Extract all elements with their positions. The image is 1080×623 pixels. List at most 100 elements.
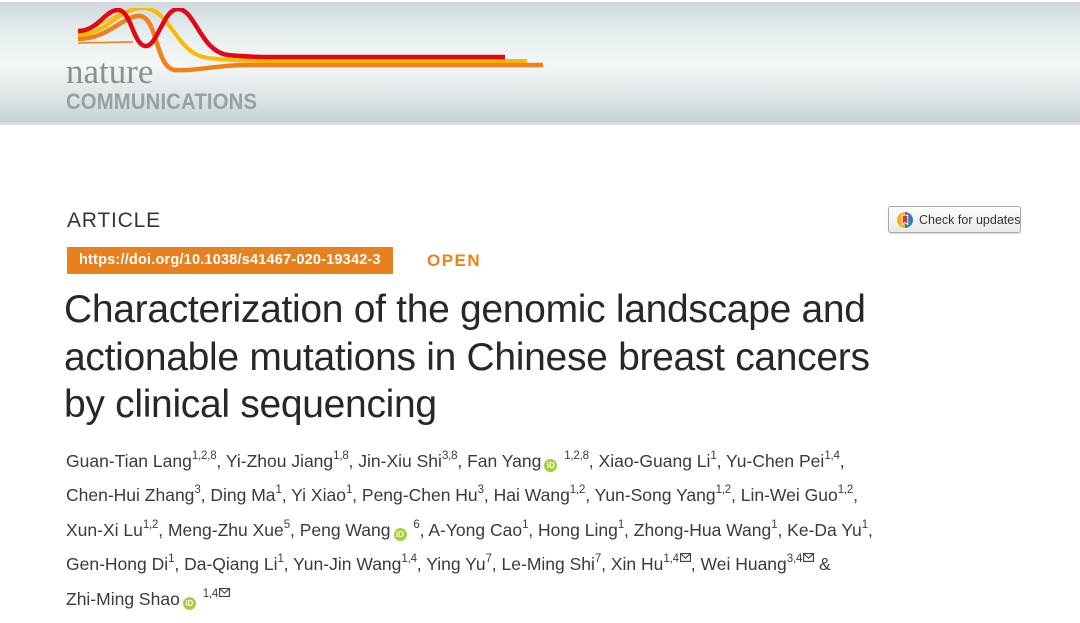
- author-name: Jin-Xiu Shi: [358, 450, 442, 471]
- author: Ying Yu7,: [426, 553, 502, 575]
- author-name: Fan Yang: [467, 450, 542, 471]
- author-affiliation-superscript: 1,2: [837, 484, 854, 497]
- author-affiliation-superscript: 1,4: [202, 587, 219, 600]
- orcid-icon[interactable]: iD: [182, 596, 196, 610]
- author-affiliation-superscript: 1: [710, 450, 717, 462]
- author-separator: ,: [491, 554, 502, 575]
- author-name: Yun-Jin Wang: [293, 554, 402, 575]
- check-for-updates-button[interactable]: Check for updates: [888, 206, 1021, 233]
- author-line: Zhi-Ming Shao iD 1,4: [66, 580, 981, 614]
- author-affiliation-superscript: 1,2,8: [564, 450, 589, 462]
- author-separator: ,: [216, 450, 226, 471]
- author-separator: ,: [174, 554, 185, 575]
- author-separator: ,: [716, 450, 727, 471]
- author-separator: ,: [281, 485, 292, 506]
- author: Hai Wang1,2,: [493, 484, 595, 506]
- author-affiliation-superscript: 1: [861, 518, 868, 531]
- author-separator: ,: [158, 519, 168, 540]
- check-for-updates-label: Check for updates: [919, 212, 1021, 227]
- article-title: Characterization of the genomic landscap…: [64, 286, 994, 429]
- author-name: Guan-Tian Lang: [66, 450, 192, 471]
- author-separator: &: [814, 554, 831, 575]
- author: Xun-Xi Lu1,2,: [66, 518, 168, 540]
- author-name: Peng-Chen Hu: [361, 485, 478, 506]
- author: A-Yong Cao1,: [428, 518, 538, 540]
- author-name: Xun-Xi Lu: [66, 519, 143, 540]
- author: Yi-Zhou Jiang1,8,: [226, 450, 358, 471]
- article-title-line-2: actionable mutations in Chinese breast c…: [64, 335, 870, 379]
- author-name: Zhong-Hua Wang: [633, 519, 772, 540]
- author-name: Yi Xiao: [291, 485, 346, 506]
- author: Chen-Hui Zhang3,: [66, 484, 210, 506]
- author-affiliation-superscript: 1: [277, 553, 284, 566]
- author-separator: ,: [690, 554, 701, 575]
- author-name: Da-Qiang Li: [184, 554, 278, 575]
- author: Peng Wang iD 6,: [300, 519, 429, 541]
- author-separator: ,: [777, 519, 788, 540]
- author-list: Guan-Tian Lang1,2,8, Yi-Zhou Jiang1,8, J…: [66, 442, 981, 614]
- author-separator: ,: [731, 485, 741, 506]
- author: Guan-Tian Lang1,2,8,: [66, 450, 226, 471]
- open-access-label: OPEN: [427, 251, 482, 270]
- author-affiliation-superscript: 1: [522, 518, 529, 531]
- author-line: Xun-Xi Lu1,2, Meng-Zhu Xue5, Peng Wang iD…: [66, 511, 981, 545]
- author-line: Guan-Tian Lang1,2,8, Yi-Zhou Jiang1,8, J…: [66, 442, 981, 476]
- author-separator: ,: [588, 450, 599, 471]
- article-title-line-1: Characterization of the genomic landscap…: [64, 288, 866, 331]
- author-affiliation-superscript: 1,8: [333, 450, 349, 462]
- author: Jin-Xiu Shi3,8,: [358, 450, 468, 471]
- journal-name-communications: COMMUNICATIONS: [66, 89, 258, 114]
- author-name: Yun-Song Yang: [594, 485, 716, 506]
- doi-link[interactable]: https://doi.org/10.1038/s41467-020-19342…: [67, 247, 393, 274]
- author-name: Le-Ming Shi: [501, 554, 595, 575]
- author-affiliation-superscript: 7: [594, 553, 602, 566]
- author: Peng-Chen Hu3,: [361, 484, 494, 506]
- author-separator: ,: [419, 519, 429, 540]
- author: Zhi-Ming Shao iD 1,4: [66, 587, 231, 610]
- author-separator: ,: [457, 450, 468, 471]
- author-separator: ,: [585, 485, 595, 506]
- email-icon[interactable]: [219, 587, 231, 597]
- author: Xiao-Guang Li1,: [598, 450, 727, 471]
- author-line: Gen-Hong Di1, Da-Qiang Li1, Yun-Jin Wang…: [66, 545, 981, 579]
- author-name: Ying Yu: [426, 554, 486, 575]
- crossmark-icon: [897, 211, 913, 228]
- author-separator: ,: [601, 554, 611, 575]
- author-affiliation-superscript: 1: [275, 484, 282, 497]
- author-affiliation-superscript: 1: [617, 518, 625, 531]
- author: Ding Ma1,: [210, 484, 292, 506]
- author-separator: ,: [853, 485, 858, 506]
- author: Zhong-Hua Wang1,: [633, 518, 788, 540]
- author-name: Ding Ma: [210, 485, 276, 506]
- author: Hong Ling1,: [538, 518, 634, 540]
- author: Yu-Chen Pei1,4,: [726, 450, 845, 471]
- author: Yun-Song Yang1,2,: [594, 484, 741, 506]
- author-affiliation-superscript: 1: [168, 553, 175, 566]
- author-separator: ,: [352, 485, 362, 506]
- author: Meng-Zhu Xue5,: [168, 519, 300, 540]
- nature-ribbon-logo-icon: [77, 8, 543, 73]
- author-affiliation-superscript: 1,2,8: [191, 450, 217, 462]
- author-name: Hai Wang: [493, 485, 570, 506]
- author-affiliation-superscript: 3,8: [441, 450, 458, 462]
- author-name: Yu-Chen Pei: [726, 450, 825, 471]
- author-name: Gen-Hong Di: [66, 554, 169, 575]
- author-name: Xiao-Guang Li: [598, 450, 711, 471]
- author-separator: ,: [283, 554, 294, 575]
- author-separator: ,: [624, 519, 634, 540]
- author-name: Chen-Hui Zhang: [66, 485, 195, 506]
- author-affiliation-superscript: 1: [771, 518, 778, 531]
- author-affiliation-superscript: 1,2: [142, 518, 159, 531]
- author: Lin-Wei Guo1,2,: [741, 484, 858, 506]
- orcid-icon[interactable]: iD: [544, 458, 558, 472]
- author-name: Ke-Da Yu: [787, 519, 862, 540]
- email-icon[interactable]: [803, 553, 815, 563]
- article-title-line-3: by clinical sequencing: [64, 383, 437, 426]
- orcid-icon[interactable]: iD: [393, 527, 407, 541]
- author: Gen-Hong Di1,: [66, 553, 185, 575]
- author-name: Xin Hu: [610, 554, 664, 575]
- email-icon[interactable]: [679, 553, 691, 563]
- author-affiliation-superscript: 3: [477, 484, 484, 497]
- author-separator: ,: [839, 450, 845, 471]
